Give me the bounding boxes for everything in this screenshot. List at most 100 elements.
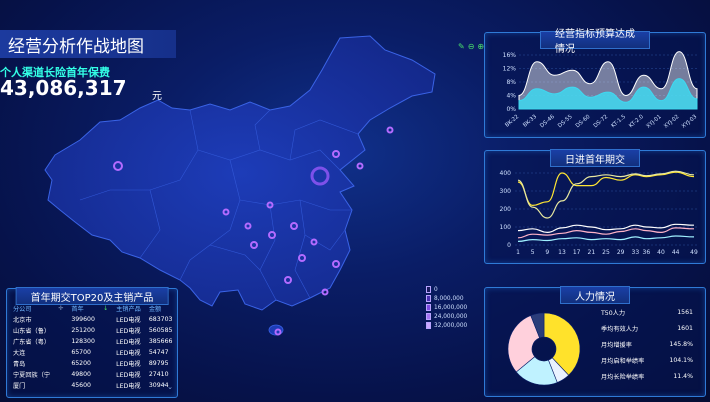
table-row[interactable]: 宁夏回族（宁 49800 LED电视 27410 [9,369,177,380]
x-tick-label: 13 [558,249,566,256]
x-tick-label: 40 [657,249,665,256]
x-tick-label: DS-55 [557,114,574,130]
hr-label: 季均有效人力 [601,325,639,333]
x-tick-label: 17 [573,249,581,256]
city-marker [356,162,364,170]
legend-swatch [426,286,431,293]
legend-label: 0 [434,286,438,293]
cell-first-year: 251200 [71,327,95,334]
cell-product: LED电视 [116,372,141,379]
sort-down-icon[interactable]: ↓ [102,305,109,312]
series-line [517,235,695,242]
city-marker [310,238,318,246]
y-tick-label: 0% [506,106,516,113]
top20-panel-title: 首年期交TOP20及主销产品 [15,287,169,305]
city-marker [222,208,230,216]
scroll-icon[interactable]: ⌃⌄ [161,383,173,391]
china-map[interactable] [40,30,480,350]
legend-swatch [426,313,431,320]
daily-chart: 0 100 200 300 400 1 5 9 13 17 21 25 29 33 36 40 44 49 [500,170,698,256]
legend-item[interactable]: 32,000,000 [426,321,467,330]
col-product[interactable]: 主销产品 [116,306,141,313]
edit-icon[interactable]: ✎ [458,42,465,51]
y-tick-label: 8% [506,79,516,86]
col-amount[interactable]: 金额 [148,306,162,313]
hr-value: 145.8% [669,340,693,348]
hr-label: T50人力 [601,309,626,317]
x-tick-label: DS-72 [593,114,610,129]
cell-amount: 560585 [148,327,173,334]
cell-branch: 广东省（粤） [13,339,51,346]
x-tick-label: BK-22 [504,114,520,129]
x-tick-label: KT-2.0 [628,114,645,130]
top20-panel: 首年期交TOP20及主销产品 分公司 ✛ 首年 ↓ 主销产品 金额 北京市 399… [6,287,178,398]
budget-panel: 经营指标预算达成情况 0% 4% 8% 12% 16% BK-22 BK-33 DS-46 DS… [484,29,706,138]
x-tick-label: BK-33 [522,114,538,129]
table-row[interactable]: 山东省（鲁） 251200 LED电视 560585 [9,325,177,336]
table-row[interactable]: 厦门 45600 LED电视 30944 [9,380,177,391]
hr-row: 月均增援率 145.8% [601,336,693,352]
x-tick-label: 29 [617,249,625,256]
cell-first-year: 45600 [71,382,91,389]
legend-item[interactable]: 16,000,000 [426,303,467,312]
cell-first-year: 49800 [71,371,91,378]
city-marker [310,166,330,186]
kpi-label: 个人渠道长险首年保费 [0,66,110,79]
table-row[interactable]: 大连 65700 LED电视 54747 [9,347,177,358]
table-row[interactable]: 广东省（粤） 128300 LED电视 385666 [9,336,177,347]
cell-first-year: 399600 [71,316,95,323]
city-marker [268,231,276,239]
table-row[interactable]: 青岛 65200 LED电视 89795 [9,358,177,369]
x-tick-label: 36 [643,249,651,256]
x-tick-label: XYJ-02 [663,114,680,130]
table-header-row: 分公司 ✛ 首年 ↓ 主销产品 金额 [9,303,177,314]
series-line [517,170,695,219]
cell-amount: 89795 [148,360,169,367]
province-borders [79,109,359,301]
legend-item[interactable]: 0 [426,285,467,294]
cell-amount: 27410 [148,371,169,378]
zoom-out-icon[interactable]: ⊖ [467,42,475,51]
hr-value: 1561 [677,308,693,316]
col-first-year[interactable]: 首年 [71,306,84,313]
city-marker [386,126,394,134]
cell-branch: 厦门 [13,383,26,390]
col-branch[interactable]: 分公司 [13,306,32,313]
city-marker [250,241,258,249]
legend-label: 24,000,000 [434,313,468,320]
legend-item[interactable]: 8,000,000 [426,294,467,303]
sort-up-icon[interactable]: ✛ [58,305,64,312]
table-row[interactable]: 北京市 399600 LED电视 683703 [9,314,177,325]
y-tick-label: 300 [500,188,512,195]
y-tick-label: 0 [507,242,511,249]
city-marker [332,150,340,158]
city-marker [332,260,340,268]
cell-first-year: 65700 [71,349,91,356]
map-toolbar: ✎ ⊖ ⊕ [458,42,484,51]
series-area [518,78,698,110]
city-marker [321,288,329,296]
daily-panel: 日进首年期交 0 100 200 300 400 1 5 9 13 17 21 25 29 33 36 40 4… [484,149,706,264]
x-tick-label: 9 [545,249,549,256]
legend-item[interactable]: 24,000,000 [426,312,467,321]
city-marker [244,222,252,230]
cell-product: LED电视 [116,350,141,357]
x-tick-label: XYJ-03 [681,114,699,130]
cell-first-year: 65200 [71,360,91,367]
cell-branch: 大连 [13,350,26,357]
y-tick-label: 200 [500,206,512,213]
y-tick-label: 12% [503,66,517,73]
x-tick-label: 44 [672,249,680,256]
city-marker [266,201,274,209]
hr-value: 1601 [677,324,693,332]
legend-swatch [426,304,431,311]
y-tick-label: 4% [506,93,516,100]
cell-product: LED电视 [116,328,141,335]
legend-label: 16,000,000 [434,304,468,311]
y-tick-label: 400 [500,170,512,177]
zoom-in-icon[interactable]: ⊕ [477,42,485,51]
hr-stats: T50人力 1561 季均有效人力 1601 月均增援率 145.8% 月均启和举绩率… [601,304,693,384]
x-tick-label: DS-60 [575,114,592,130]
china-outline [44,35,436,311]
cell-amount: 30944 [148,382,169,389]
